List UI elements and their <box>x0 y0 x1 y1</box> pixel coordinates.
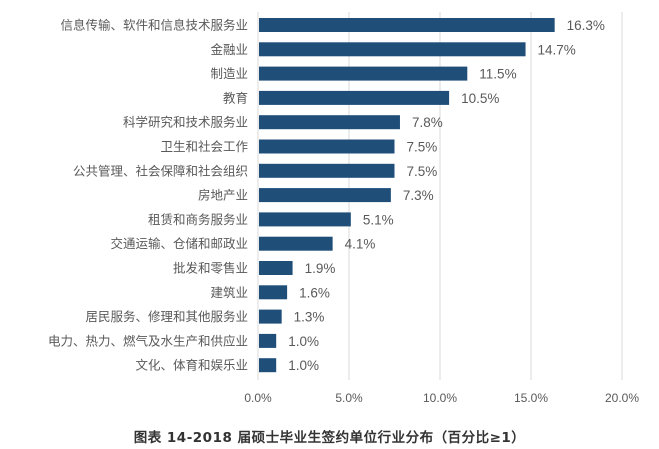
category-label: 金融业 <box>210 42 248 57</box>
x-tick-label: 10.0% <box>423 391 457 405</box>
x-tick-label: 20.0% <box>605 391 639 405</box>
value-label: 5.1% <box>363 212 394 227</box>
x-tick-label: 0.0% <box>244 391 272 405</box>
category-label: 电力、热力、燃气及水生产和供应业 <box>48 333 248 348</box>
bar <box>259 66 468 81</box>
value-label: 7.5% <box>407 164 438 179</box>
value-label: 7.5% <box>407 140 438 155</box>
bar <box>259 285 288 300</box>
bar <box>259 333 277 348</box>
category-label: 卫生和社会工作 <box>160 139 248 154</box>
bar <box>259 139 395 154</box>
category-label: 公共管理、社会保障和社会组织 <box>73 163 248 178</box>
value-label: 10.5% <box>461 91 499 106</box>
value-labels: 16.3% 14.7% 11.5% 10.5% 7.8% 7.5% 7.5% 7.3% 5.1%… <box>288 18 605 373</box>
category-label: 租赁和商务服务业 <box>148 212 248 227</box>
category-label: 文化、体育和娱乐业 <box>135 358 248 373</box>
value-label: 1.3% <box>294 310 325 325</box>
bar <box>259 188 391 203</box>
category-label: 建筑业 <box>210 285 248 300</box>
bars <box>259 18 555 373</box>
value-label: 1.0% <box>288 334 319 349</box>
category-label: 教育 <box>223 90 248 105</box>
value-label: 7.8% <box>412 115 443 130</box>
x-axis-tick-labels: 0.0% 5.0% 10.0% 15.0% 20.0% <box>244 391 639 405</box>
category-label: 科学研究和技术服务业 <box>123 115 248 130</box>
value-label: 11.5% <box>479 67 516 82</box>
bar <box>259 212 351 227</box>
value-label: 1.0% <box>288 358 319 373</box>
value-label: 16.3% <box>567 18 605 33</box>
value-label: 14.7% <box>538 42 576 57</box>
bar-chart: 信息传输、软件和信息技术服务业金融业制造业教育科学研究和技术服务业卫生和社会工作… <box>48 12 639 405</box>
chart-caption: 图表 14-2018 届硕士毕业生签约单位行业分布（百分比≥1） <box>133 430 526 446</box>
bar <box>259 261 293 275</box>
bar <box>259 358 277 373</box>
bar <box>259 18 555 32</box>
bar <box>259 236 333 251</box>
value-label: 1.6% <box>299 285 330 300</box>
bar <box>259 90 450 105</box>
value-label: 4.1% <box>345 237 376 252</box>
x-tick-label: 5.0% <box>335 391 363 405</box>
bar <box>259 42 526 57</box>
bar <box>259 115 400 130</box>
category-label: 房地产业 <box>198 188 248 203</box>
category-label: 批发和零售业 <box>173 261 248 276</box>
category-label: 居民服务、修理和其他服务业 <box>85 309 248 324</box>
bar <box>259 309 282 324</box>
value-label: 7.3% <box>403 188 434 203</box>
bar <box>259 163 395 178</box>
category-label: 制造业 <box>210 66 248 81</box>
category-labels: 信息传输、软件和信息技术服务业金融业制造业教育科学研究和技术服务业卫生和社会工作… <box>48 18 249 373</box>
value-label: 1.9% <box>305 261 336 276</box>
category-label: 信息传输、软件和信息技术服务业 <box>60 18 248 33</box>
category-label: 交通运输、仓储和邮政业 <box>110 236 248 251</box>
x-tick-label: 15.0% <box>514 391 548 405</box>
